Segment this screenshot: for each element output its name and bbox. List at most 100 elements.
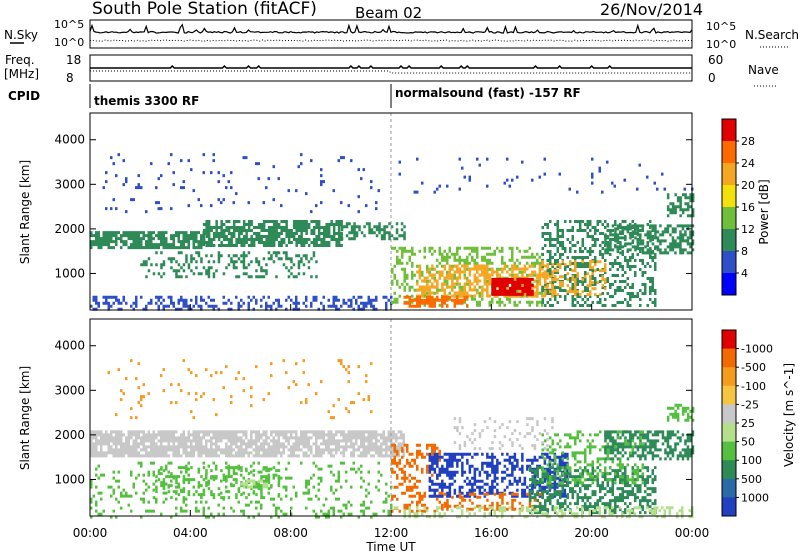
nave-tick-top: 60	[708, 53, 723, 67]
scatter-region-10	[541, 220, 657, 307]
scatter-region-9	[403, 295, 469, 308]
x-tick-label-6: 00:00	[675, 526, 710, 540]
x-tick-label-0: 00:00	[73, 526, 108, 540]
cpid-label: CPID	[8, 89, 40, 103]
scatter-region-12	[453, 417, 554, 451]
colorbar-tick-label-2: -100	[741, 380, 766, 393]
colorbar-segment-4	[722, 404, 736, 424]
scatter-region-5	[102, 153, 380, 214]
power-cbar-label: Power [dB]	[757, 179, 771, 244]
scatter-region-8	[529, 466, 657, 515]
colorbar-tick-label-0: -1000	[741, 343, 773, 356]
nsky-tick-top: 10^5	[54, 18, 84, 31]
colorbar-segment-7	[722, 460, 736, 480]
velocity-x-axis: 00:00 04:00 08:00 12:00 16:00 20:00 00:00	[73, 510, 710, 540]
x-tick-label-5: 20:00	[574, 526, 609, 540]
cpid-mode-1: themis 3300 RF	[94, 94, 199, 108]
scatter-region-0	[90, 430, 405, 458]
freq-series	[90, 64, 692, 69]
freq-tick-bottom: 8	[66, 71, 74, 85]
scatter-region-12	[541, 260, 607, 297]
nsky-tick-bottom: 10^0	[54, 36, 84, 49]
colorbar-tick-label-3: -25	[741, 398, 759, 411]
colorbar-tick-label-1: 24	[741, 157, 755, 170]
x-tick-label-4: 16:00	[474, 526, 509, 540]
colorbar-segment-6	[722, 441, 736, 461]
freq-label-line1: Freq.	[5, 53, 35, 67]
x-tick-label-3: 12:00	[374, 526, 409, 540]
time-axis-label: Time UT	[365, 540, 416, 554]
x-tick-label-1: 04:00	[173, 526, 208, 540]
velocity-panel: 1000 2000 3000 4000 00:00 04:00 08:00 12:00 16:…	[54, 318, 710, 540]
velocity-colorbar: -1000 -500 -100 -25 25 50 100 500 1000	[721, 329, 773, 517]
power-panel: 1000 2000 3000 4000	[54, 112, 695, 311]
y-tick-label-3: 4000	[54, 133, 85, 147]
colorbar-segment-3	[722, 385, 736, 405]
y-tick-label-2: 3000	[54, 177, 85, 191]
scatter-region-1	[202, 220, 343, 247]
colorbar-tick-label-7: 500	[741, 473, 762, 486]
scatter-region-3	[240, 479, 268, 489]
scatter-region-1	[90, 461, 393, 519]
colorbar-tick-label-3: 16	[741, 201, 755, 214]
nsearch-label: N.Search	[745, 28, 799, 42]
colorbar-tick-label-8: 1000	[741, 491, 769, 504]
x-tick-label-2: 08:00	[273, 526, 308, 540]
freq-panel	[89, 54, 693, 82]
y-tick-label-0: 1000	[54, 472, 85, 486]
scatter-region-3	[140, 251, 318, 279]
colorbar-segment-1	[722, 348, 736, 368]
colorbar-segment-9	[722, 497, 736, 517]
scatter-region-11	[604, 224, 695, 255]
colorbar-segment-2	[722, 367, 736, 387]
nsearch-series	[89, 39, 693, 42]
y-tick-label-0: 1000	[54, 266, 85, 280]
velocity-cbar-label: Velocity [m s^-1]	[782, 363, 796, 467]
nsky-series	[89, 23, 693, 34]
colorbar-segment-4	[722, 207, 736, 230]
freq-tick-top: 18	[66, 53, 81, 67]
date-label: 26/Nov/2014	[600, 0, 703, 19]
power-x-ticks	[89, 304, 693, 310]
scatter-region-9	[541, 430, 644, 485]
colorbar-segment-7	[722, 273, 736, 296]
nsky-panel	[89, 19, 693, 49]
y-tick-label-1: 2000	[54, 222, 85, 236]
nsearch-tick-bottom: 10^0	[706, 38, 736, 51]
station-title: South Pole Station (fitACF)	[92, 0, 317, 19]
scatter-region-6	[428, 452, 569, 498]
scatter-region-8	[491, 277, 534, 296]
colorbar-segment-0	[722, 330, 736, 350]
scatter-region-2	[340, 222, 406, 241]
velocity-y-axis: 1000 2000 3000 4000	[54, 339, 692, 486]
power-colorbar: 28 24 20 16 12 8 4	[721, 118, 755, 296]
scatter-region-13	[666, 403, 695, 422]
scatter-region-11	[393, 506, 694, 519]
colorbar-tick-label-0: 28	[741, 135, 755, 148]
colorbar-tick-label-4: 12	[741, 223, 755, 236]
power-ylabel: Slant Range [km]	[18, 160, 32, 264]
power-scatter	[90, 113, 695, 311]
colorbar-segment-3	[722, 185, 736, 208]
colorbar-tick-label-4: 25	[741, 417, 755, 430]
freq-label-line2: [MHz]	[4, 67, 39, 81]
y-tick-label-2: 3000	[54, 383, 85, 397]
nsky-label: N.Sky	[4, 28, 38, 42]
scatter-region-13	[398, 157, 694, 194]
colorbar-tick-label-6: 100	[741, 454, 762, 467]
scatter-region-2	[152, 466, 281, 500]
scatter-region-4	[90, 295, 393, 311]
nave-label: Nave	[748, 63, 779, 77]
scatter-region-10	[604, 430, 695, 461]
colorbar-segment-2	[722, 163, 736, 186]
nave-series	[90, 70, 692, 74]
scatter-region-14	[666, 193, 695, 218]
nave-tick-bottom: 0	[708, 71, 716, 85]
y-tick-label-3: 4000	[54, 339, 85, 353]
velocity-ylabel: Slant Range [km]	[18, 366, 32, 470]
colorbar-tick-label-2: 20	[741, 179, 755, 192]
scatter-region-4	[107, 359, 373, 420]
colorbar-tick-label-6: 4	[741, 267, 748, 280]
velocity-scatter	[90, 319, 695, 519]
